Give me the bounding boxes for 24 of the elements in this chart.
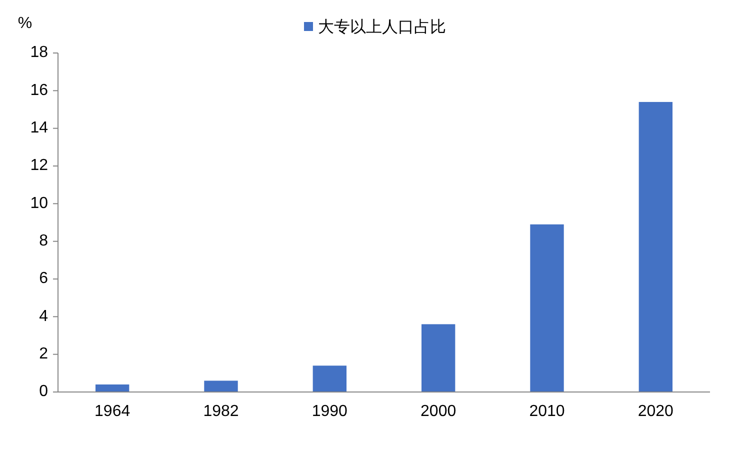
bar [204, 380, 238, 392]
y-tick-label: 10 [30, 194, 48, 212]
y-axis-title: % [18, 15, 32, 32]
y-tick-label: 16 [30, 82, 48, 99]
y-tick-label: 8 [39, 232, 48, 250]
y-tick-label: 2 [39, 346, 48, 363]
bar [421, 324, 456, 392]
x-tick-label: 1982 [203, 403, 239, 420]
y-tick-label: 6 [39, 270, 48, 288]
x-tick-label: 2020 [638, 403, 674, 420]
bar [638, 102, 673, 392]
y-tick-label: 0 [39, 383, 48, 400]
y-tick-label: 18 [30, 44, 48, 62]
x-tick-label: 2000 [420, 403, 456, 420]
x-tick-label: 1964 [94, 403, 130, 420]
y-tick-label: 12 [30, 157, 48, 174]
y-tick-label: 4 [39, 308, 48, 325]
x-tick-label: 2010 [529, 403, 565, 420]
x-tick-label: 1990 [312, 403, 348, 420]
bar [312, 366, 347, 392]
legend-label: 大专以上人口占比 [318, 18, 446, 36]
bar [530, 224, 564, 392]
bar [95, 384, 130, 392]
y-tick-label: 14 [30, 120, 48, 137]
